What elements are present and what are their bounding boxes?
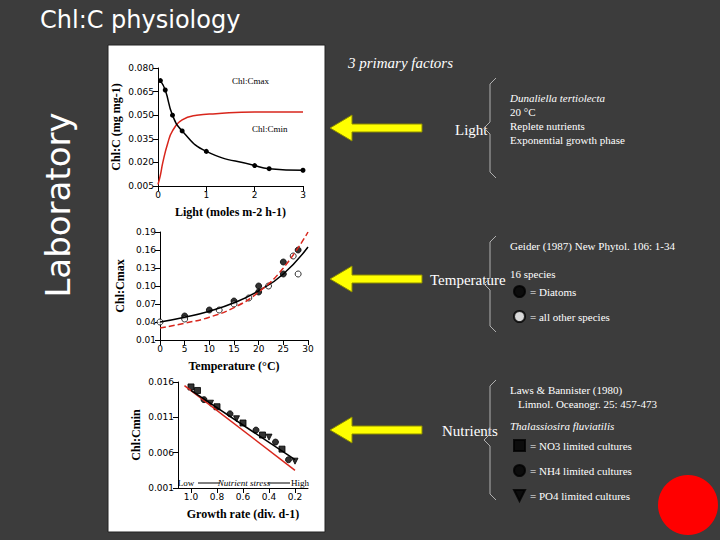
svg-text:0.16: 0.16 [136, 245, 156, 255]
svg-text:High: High [291, 478, 310, 488]
svg-text:0.011: 0.011 [148, 412, 174, 422]
svg-text:Exponential growth phase: Exponential growth phase [510, 134, 625, 146]
svg-text:0.016: 0.016 [148, 377, 174, 387]
svg-text:15: 15 [228, 344, 239, 354]
svg-text:Temperature: Temperature [430, 272, 506, 288]
svg-text:Dunaliella tertiolecta: Dunaliella tertiolecta [509, 92, 606, 104]
svg-text:Geider (1987) New Phytol. 106:: Geider (1987) New Phytol. 106: 1-34 [510, 240, 675, 253]
svg-text:0.006: 0.006 [148, 448, 174, 458]
svg-text:Chl:Cmin: Chl:Cmin [129, 409, 143, 461]
svg-text:Chl:Cmax: Chl:Cmax [232, 76, 270, 86]
svg-text:1: 1 [203, 190, 209, 200]
svg-text:30: 30 [302, 344, 314, 354]
svg-text:0.01: 0.01 [136, 335, 156, 345]
svg-text:0.19: 0.19 [136, 227, 156, 237]
svg-text:0.07: 0.07 [136, 299, 156, 309]
svg-text:Laboratory: Laboratory [38, 112, 78, 297]
svg-text:0.8: 0.8 [210, 492, 225, 502]
svg-text:0.001: 0.001 [148, 483, 174, 493]
svg-text:0.005: 0.005 [128, 181, 154, 191]
svg-text:1.0: 1.0 [184, 492, 199, 502]
svg-text:0.10: 0.10 [136, 281, 156, 291]
svg-text:5: 5 [182, 344, 188, 354]
svg-text:0.065: 0.065 [128, 87, 154, 97]
svg-text:Laws & Bannister (1980): Laws & Bannister (1980) [510, 384, 622, 397]
svg-text:16 species: 16 species [510, 268, 556, 280]
svg-text:0: 0 [155, 190, 161, 200]
svg-text:20: 20 [253, 344, 265, 354]
svg-text:0.020: 0.020 [128, 157, 154, 167]
svg-text:0.6: 0.6 [236, 492, 251, 502]
svg-text:0.13: 0.13 [136, 263, 156, 273]
svg-text:Thalassiosira fluviatilis: Thalassiosira fluviatilis [510, 420, 614, 432]
svg-text:Chl:Cmin: Chl:Cmin [252, 124, 288, 134]
svg-text:Light: Light [455, 122, 488, 138]
svg-text:0.4: 0.4 [262, 492, 277, 502]
svg-text:20 °C: 20 °C [510, 106, 536, 118]
svg-text:10: 10 [204, 344, 216, 354]
svg-text:= NH4 limited cultures: = NH4 limited cultures [530, 465, 632, 477]
svg-text:Chl:C physiology: Chl:C physiology [40, 6, 240, 34]
svg-text:3 primary factors: 3 primary factors [347, 55, 453, 71]
svg-text:= Diatoms: = Diatoms [530, 286, 576, 298]
svg-text:Nutrients: Nutrients [442, 423, 498, 439]
svg-text:Chl:Cmax: Chl:Cmax [113, 259, 127, 312]
svg-text:0.2: 0.2 [288, 492, 302, 502]
svg-text:= NO3 limited cultures: = NO3 limited cultures [530, 440, 632, 452]
svg-text:Low: Low [178, 478, 195, 488]
svg-text:0.035: 0.035 [128, 134, 154, 144]
svg-text:0.080: 0.080 [128, 63, 154, 73]
svg-text:0.04: 0.04 [136, 317, 156, 327]
svg-text:Nutrient stress: Nutrient stress [217, 478, 271, 488]
svg-text:Limnol. Oceanogr. 25: 457-473: Limnol. Oceanogr. 25: 457-473 [518, 398, 658, 410]
svg-text:2: 2 [252, 190, 258, 200]
svg-text:0: 0 [157, 344, 163, 354]
svg-text:Light (moles m-2 h-1): Light (moles m-2 h-1) [175, 205, 286, 219]
svg-text:3: 3 [300, 190, 306, 200]
svg-text:= all other species: = all other species [530, 311, 610, 323]
svg-text:Temperature (°C): Temperature (°C) [188, 359, 279, 373]
svg-text:0.050: 0.050 [128, 110, 154, 120]
svg-text:= PO4 limited cultures: = PO4 limited cultures [530, 490, 630, 502]
svg-text:Growth rate (div. d-1): Growth rate (div. d-1) [187, 507, 299, 521]
svg-text:Chl:C (mg mg-1): Chl:C (mg mg-1) [109, 83, 123, 170]
svg-text:25: 25 [278, 344, 289, 354]
svg-text:Replete nutrients: Replete nutrients [510, 120, 585, 132]
